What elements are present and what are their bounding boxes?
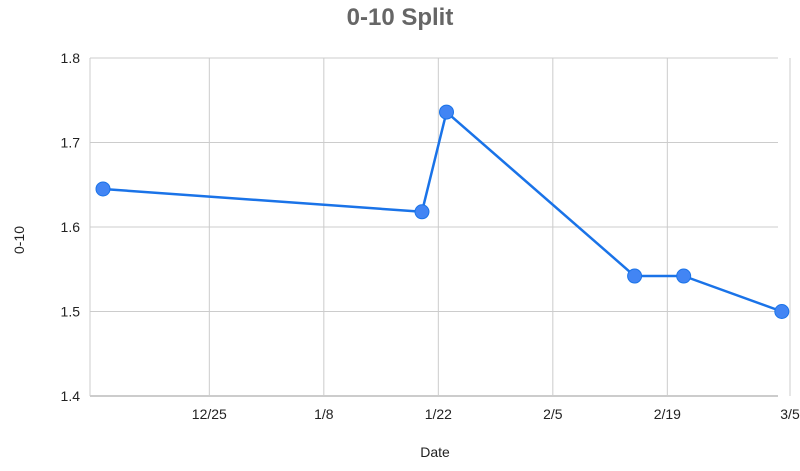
- y-tick-label: 1.8: [61, 50, 81, 66]
- series-lines: [102, 110, 783, 313]
- series-points: [95, 104, 790, 319]
- x-tick-label: 12/25: [192, 406, 227, 422]
- data-point[interactable]: [414, 204, 430, 220]
- data-point[interactable]: [676, 268, 692, 284]
- y-axis-title: 0-10: [11, 226, 27, 254]
- y-tick-label: 1.6: [61, 219, 81, 235]
- data-point[interactable]: [95, 181, 111, 197]
- y-tick-label: 1.4: [61, 388, 81, 404]
- gridlines: [89, 57, 791, 397]
- x-tick-label: 1/8: [314, 406, 334, 422]
- y-tick-label: 1.5: [61, 304, 81, 320]
- chart-title: 0-10 Split: [346, 4, 454, 31]
- data-point[interactable]: [627, 268, 643, 284]
- x-tick-label: 3/5: [780, 406, 800, 422]
- data-point[interactable]: [439, 104, 454, 120]
- y-axis-tick-labels: 1.4 1.5 1.6 1.7 1.8: [61, 50, 81, 404]
- x-axis-title: Date: [420, 444, 450, 460]
- series-line: [102, 110, 783, 313]
- x-tick-label: 2/19: [654, 406, 681, 422]
- x-tick-label: 2/5: [543, 406, 563, 422]
- data-point[interactable]: [774, 304, 790, 319]
- x-tick-label: 1/22: [425, 406, 452, 422]
- x-axis-tick-labels: 12/25 1/8 1/22 2/5 2/19 3/5: [192, 406, 800, 422]
- y-tick-label: 1.7: [61, 135, 81, 151]
